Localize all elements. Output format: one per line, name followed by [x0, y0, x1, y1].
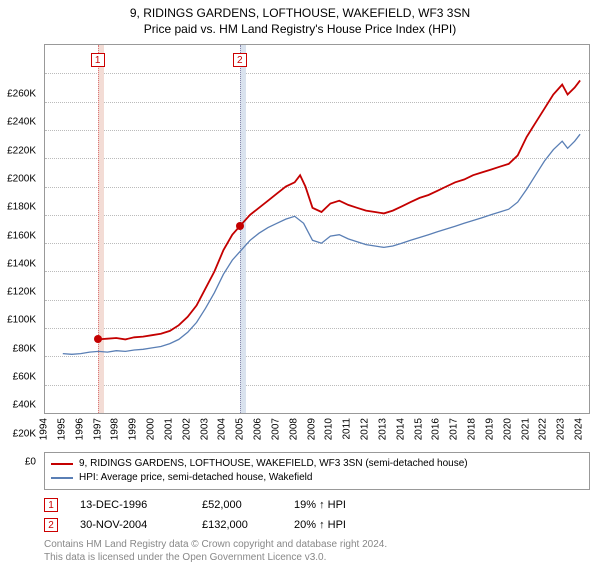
x-tick-label: 2019 [484, 418, 495, 440]
transaction-row: 1 13-DEC-1996 £52,000 19% ↑ HPI [44, 498, 590, 512]
y-axis-labels: £0£20K£40K£60K£80K£100K£120K£140K£160K£1… [0, 94, 40, 464]
transaction-date: 30-NOV-2004 [80, 519, 180, 531]
y-tick-label: £80K [13, 343, 36, 354]
legend-item: 9, RIDINGS GARDENS, LOFTHOUSE, WAKEFIELD… [51, 457, 583, 471]
chart-title: 9, RIDINGS GARDENS, LOFTHOUSE, WAKEFIELD… [0, 6, 600, 20]
legend-label: HPI: Average price, semi-detached house,… [79, 471, 312, 485]
legend-swatch [51, 463, 73, 465]
y-tick-label: £160K [7, 230, 36, 241]
transaction-row: 2 30-NOV-2004 £132,000 20% ↑ HPI [44, 518, 590, 532]
x-tick-label: 1994 [39, 418, 50, 440]
y-tick-label: £140K [7, 258, 36, 269]
x-tick-label: 2000 [146, 418, 157, 440]
legend: 9, RIDINGS GARDENS, LOFTHOUSE, WAKEFIELD… [44, 452, 590, 490]
x-tick-label: 1999 [128, 418, 139, 440]
plot-area: 12 [44, 44, 590, 414]
series-line [63, 134, 580, 354]
title-block: 9, RIDINGS GARDENS, LOFTHOUSE, WAKEFIELD… [0, 0, 600, 36]
x-tick-label: 2016 [431, 418, 442, 440]
x-tick-label: 1998 [110, 418, 121, 440]
x-tick-label: 2023 [556, 418, 567, 440]
transaction-price: £52,000 [202, 499, 272, 511]
y-tick-label: £0 [25, 457, 36, 468]
y-tick-label: £240K [7, 117, 36, 128]
x-tick-label: 2011 [342, 418, 353, 440]
x-tick-label: 2009 [306, 418, 317, 440]
x-tick-label: 1997 [92, 418, 103, 440]
footer-attribution: Contains HM Land Registry data © Crown c… [44, 538, 590, 564]
x-tick-label: 2005 [235, 418, 246, 440]
x-tick-label: 2014 [395, 418, 406, 440]
transaction-date: 13-DEC-1996 [80, 499, 180, 511]
x-tick-label: 1995 [56, 418, 67, 440]
transaction-list: 1 13-DEC-1996 £52,000 19% ↑ HPI 2 30-NOV-2004… [44, 498, 590, 532]
chart-subtitle: Price paid vs. HM Land Registry's House … [0, 22, 600, 36]
y-tick-label: £60K [13, 372, 36, 383]
chart-container: 9, RIDINGS GARDENS, LOFTHOUSE, WAKEFIELD… [0, 0, 600, 564]
legend-label: 9, RIDINGS GARDENS, LOFTHOUSE, WAKEFIELD… [79, 457, 468, 471]
x-tick-label: 2018 [467, 418, 478, 440]
y-tick-label: £20K [13, 428, 36, 439]
line-series [45, 45, 589, 413]
x-tick-label: 2002 [181, 418, 192, 440]
y-tick-label: £200K [7, 173, 36, 184]
x-tick-label: 2006 [253, 418, 264, 440]
transaction-marker: 1 [44, 498, 58, 512]
x-tick-label: 2008 [288, 418, 299, 440]
footer-line-2: This data is licensed under the Open Gov… [44, 551, 590, 564]
y-tick-label: £180K [7, 202, 36, 213]
transaction-price: £132,000 [202, 519, 272, 531]
x-tick-label: 2015 [413, 418, 424, 440]
footer-line-1: Contains HM Land Registry data © Crown c… [44, 538, 590, 551]
legend-item: HPI: Average price, semi-detached house,… [51, 471, 583, 485]
x-tick-label: 2012 [360, 418, 371, 440]
y-tick-label: £40K [13, 400, 36, 411]
x-axis-labels: 1994199519961997199819992000200120022003… [44, 414, 590, 452]
transaction-marker: 2 [44, 518, 58, 532]
transaction-diff: 19% ↑ HPI [294, 499, 384, 511]
transaction-diff: 20% ↑ HPI [294, 519, 384, 531]
x-tick-label: 2003 [199, 418, 210, 440]
y-tick-label: £260K [7, 89, 36, 100]
x-tick-label: 2021 [520, 418, 531, 440]
x-tick-label: 1996 [74, 418, 85, 440]
y-tick-label: £100K [7, 315, 36, 326]
x-tick-label: 2013 [377, 418, 388, 440]
x-tick-label: 2004 [217, 418, 228, 440]
y-tick-label: £120K [7, 287, 36, 298]
x-tick-label: 2007 [270, 418, 281, 440]
x-tick-label: 2001 [163, 418, 174, 440]
x-tick-label: 2017 [449, 418, 460, 440]
x-tick-label: 2020 [502, 418, 513, 440]
x-tick-label: 2022 [538, 418, 549, 440]
y-tick-label: £220K [7, 145, 36, 156]
legend-swatch [51, 477, 73, 479]
x-tick-label: 2010 [324, 418, 335, 440]
x-tick-label: 2024 [574, 418, 585, 440]
